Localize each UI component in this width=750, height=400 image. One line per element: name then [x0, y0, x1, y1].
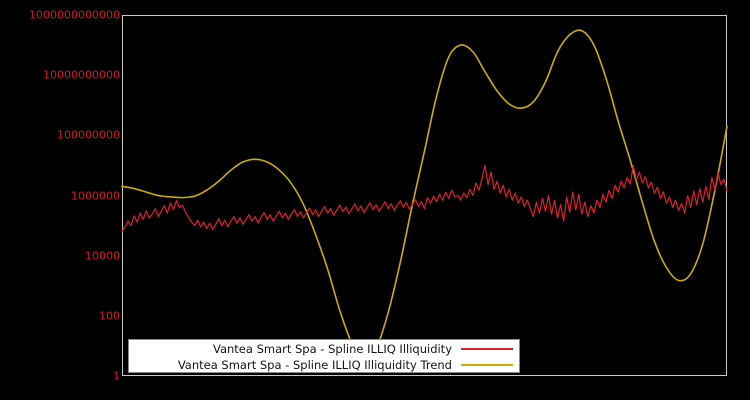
chart-legend: Vantea Smart Spa - Spline ILLIQ Illiquid…: [128, 339, 520, 373]
y-tick-label: 100: [99, 309, 120, 323]
y-tick-label: 10000000000: [43, 68, 120, 82]
series-line-trend: [121, 29, 728, 363]
legend-swatch-trend: [461, 364, 513, 366]
series-line-illiquidity: [121, 164, 728, 233]
plot-frame: [122, 15, 727, 376]
legend-entry-trend: Vantea Smart Spa - Spline ILLIQ Illiquid…: [129, 357, 519, 373]
y-tick-label: 1000000000000: [29, 8, 120, 22]
y-tick-label: 1000000: [71, 189, 120, 202]
legend-label-trend: Vantea Smart Spa - Spline ILLIQ Illiquid…: [177, 358, 452, 372]
legend-label-illiquidity: Vantea Smart Spa - Spline ILLIQ Illiquid…: [212, 342, 452, 356]
y-tick-label: 100000000: [57, 128, 120, 142]
series-group: [121, 29, 728, 363]
legend-entry-illiquidity: Vantea Smart Spa - Spline ILLIQ Illiquid…: [129, 341, 519, 357]
y-tick-label: 1: [113, 369, 120, 383]
y-tick-label: 10000: [85, 249, 120, 263]
legend-swatch-illiquidity: [461, 348, 513, 350]
